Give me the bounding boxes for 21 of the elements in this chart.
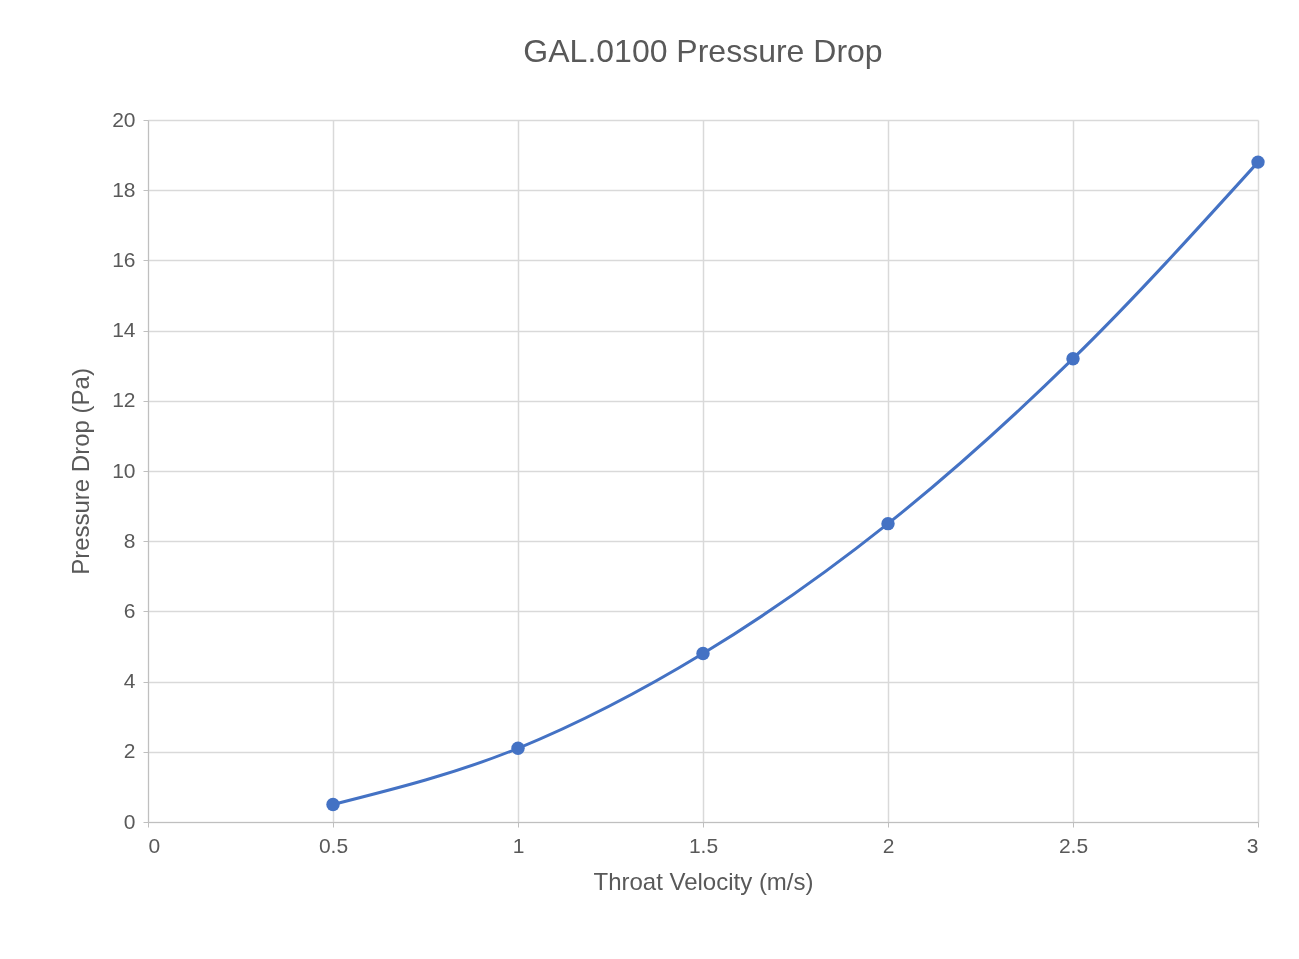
x-tick-label: 1 bbox=[512, 833, 525, 857]
x-tick-label: 3 bbox=[1246, 833, 1259, 857]
x-tick-label: 2.5 bbox=[1058, 833, 1089, 857]
y-tick-label: 18 bbox=[112, 177, 136, 201]
y-tick-label: 12 bbox=[112, 388, 136, 412]
x-tick-label: 0.5 bbox=[318, 833, 349, 857]
y-tick-label: 0 bbox=[123, 809, 136, 833]
y-tick-label: 14 bbox=[112, 318, 136, 342]
y-tick-label: 16 bbox=[112, 247, 136, 271]
x-tick-label: 1.5 bbox=[688, 833, 719, 857]
y-tick-label: 8 bbox=[123, 528, 136, 552]
x-axis-title: Throat Velocity (m/s) bbox=[593, 867, 814, 895]
x-tick-label: 0 bbox=[148, 833, 161, 857]
y-tick-label: 20 bbox=[112, 107, 136, 131]
y-tick-label: 10 bbox=[112, 458, 136, 482]
y-tick-label: 4 bbox=[123, 669, 136, 693]
y-tick-label: 2 bbox=[123, 739, 136, 763]
chart-title: GAL.0100 Pressure Drop bbox=[523, 33, 883, 69]
x-tick-label: 2 bbox=[882, 833, 895, 857]
y-axis-title: Pressure Drop (Pa) bbox=[67, 368, 95, 575]
y-tick-label: 6 bbox=[123, 598, 136, 622]
